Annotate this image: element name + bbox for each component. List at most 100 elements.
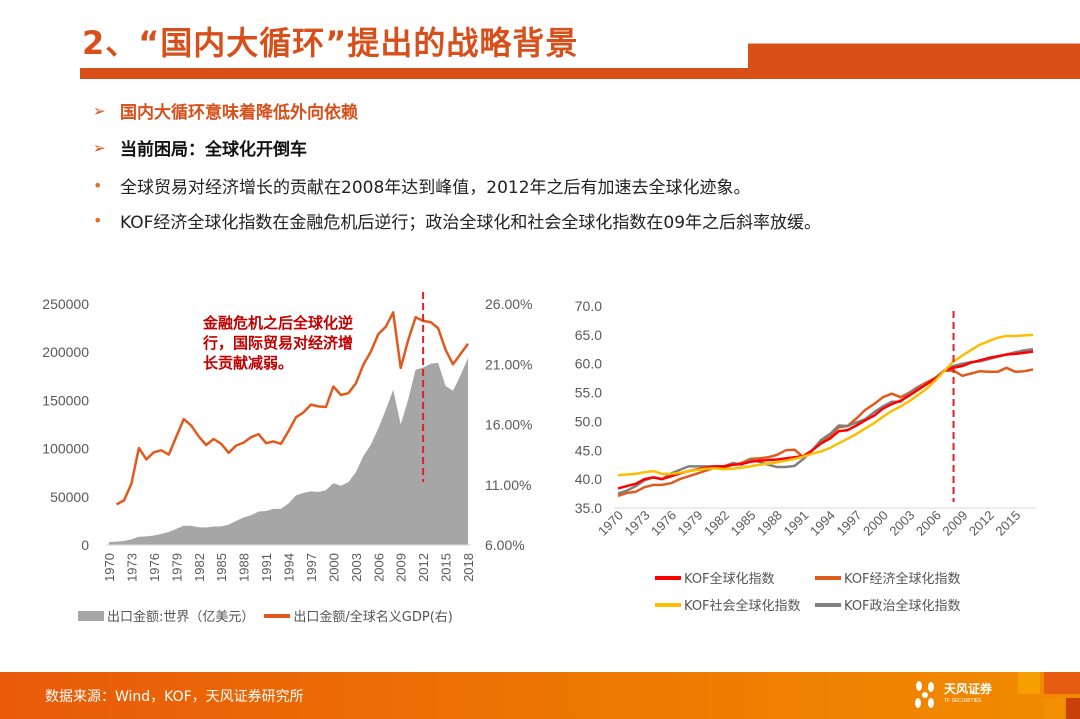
dot-bullet-icon: • bbox=[93, 176, 103, 195]
y-tick-label: 40.0 bbox=[575, 471, 602, 487]
y-tick-label: 70.0 bbox=[575, 298, 602, 314]
bullet-2: ➢ 当前困局：全球化开倒车 bbox=[93, 135, 307, 161]
legend-swatch-line bbox=[815, 575, 841, 580]
x-tick-label: 2009 bbox=[394, 553, 409, 582]
y-left-tick-label: 100000 bbox=[42, 441, 89, 457]
x-tick-label: 2000 bbox=[326, 553, 341, 582]
x-tick-label: 2015 bbox=[439, 553, 454, 582]
flower-logo-icon bbox=[915, 681, 934, 708]
legend-label: 出口金额/全球名义GDP(右) bbox=[293, 610, 453, 625]
company-logo: 天风证券 TF SECURITIES bbox=[912, 680, 992, 710]
x-tick-label: 2012 bbox=[966, 508, 997, 539]
bullet-text: KOF经济全球化指数在金融危机后逆行；政治全球化和社会全球化指数在09年之后斜率… bbox=[120, 213, 822, 233]
y-left-tick-label: 150000 bbox=[42, 392, 89, 408]
chart-annotation: 金融危机之后全球化逆行，国际贸易对经济增长贡献减弱。 bbox=[203, 314, 354, 372]
bullet-text: 当前困局：全球化开倒车 bbox=[120, 140, 307, 160]
legend-right-item-2: KOF经济全球化指数 bbox=[815, 568, 961, 587]
title-decor-bar bbox=[748, 43, 1080, 69]
y-tick-label: 60.0 bbox=[575, 356, 602, 372]
x-tick-label: 1985 bbox=[214, 553, 229, 582]
logo-text: 天风证券 bbox=[944, 682, 993, 696]
y-tick-label: 50.0 bbox=[575, 413, 602, 429]
x-tick-label: 1973 bbox=[124, 553, 139, 582]
x-tick-label: 2018 bbox=[461, 553, 476, 582]
arrow-bullet-icon: ➢ bbox=[93, 101, 106, 120]
title-underline-bar bbox=[80, 68, 1080, 79]
legend-left-chart: 出口金额:世界（亿美元） 出口金额/全球名义GDP(右) bbox=[78, 606, 453, 625]
y-tick-label: 35.0 bbox=[575, 500, 602, 516]
x-tick-label: 2006 bbox=[371, 553, 386, 582]
x-tick-label: 1970 bbox=[102, 553, 117, 582]
x-tick-label: 1994 bbox=[807, 508, 838, 539]
legend-label: KOF政治全球化指数 bbox=[844, 599, 961, 614]
y-right-tick-label: 6.00% bbox=[485, 537, 525, 553]
footer-bar: 数据来源：Wind，KOF，天风证券研究所 天风证券 TF SECURITIES bbox=[0, 672, 1080, 719]
legend-swatch-line bbox=[264, 613, 291, 618]
x-tick-label: 1994 bbox=[282, 553, 297, 582]
y-right-tick-label: 11.00% bbox=[485, 477, 531, 493]
logo-subtext: TF SECURITIES bbox=[944, 698, 982, 704]
bullet-text: 国内大循环意味着降低外向依赖 bbox=[120, 103, 358, 123]
x-tick-label: 1982 bbox=[192, 553, 207, 582]
legend-swatch-area bbox=[78, 610, 104, 621]
decor-square bbox=[1018, 672, 1040, 694]
legend-swatch-line bbox=[655, 602, 681, 607]
series-line-4 bbox=[617, 348, 1034, 495]
y-left-tick-label: 50000 bbox=[50, 489, 89, 505]
x-tick-label: 1988 bbox=[237, 553, 252, 582]
x-tick-label: 1997 bbox=[304, 553, 319, 582]
x-tick-label: 1991 bbox=[259, 553, 274, 582]
x-tick-label: 1991 bbox=[780, 508, 811, 539]
bullet-3: • 全球贸易对经济增长的贡献在2008年达到峰值，2012年之后有加速去全球化迹象… bbox=[93, 173, 751, 198]
x-tick-label: 1976 bbox=[648, 508, 679, 539]
legend-swatch-line bbox=[815, 602, 841, 607]
x-tick-label: 1988 bbox=[754, 508, 785, 539]
legend-right-item-1: KOF全球化指数 bbox=[655, 568, 775, 587]
decor-square bbox=[1044, 698, 1064, 719]
page-title: 2、“国内大循环”提出的战略背景 bbox=[82, 24, 579, 62]
y-right-tick-label: 21.00% bbox=[485, 356, 532, 372]
y-right-tick-label: 16.00% bbox=[485, 417, 532, 433]
legend-label: KOF经济全球化指数 bbox=[844, 572, 961, 587]
y-right-tick-label: 26.00% bbox=[485, 296, 532, 312]
arrow-bullet-icon: ➢ bbox=[93, 138, 106, 157]
bullet-1: ➢ 国内大循环意味着降低外向依赖 bbox=[93, 98, 358, 124]
x-tick-label: 1976 bbox=[147, 553, 162, 582]
decor-square bbox=[1066, 698, 1080, 719]
x-tick-label: 1985 bbox=[728, 508, 759, 539]
x-tick-label: 1979 bbox=[675, 508, 706, 539]
export-gdp-ratio-line bbox=[115, 311, 470, 506]
y-tick-label: 55.0 bbox=[575, 385, 602, 401]
x-tick-label: 1973 bbox=[622, 508, 653, 539]
x-tick-label: 1982 bbox=[701, 508, 732, 539]
bullet-4: • KOF经济全球化指数在金融危机后逆行；政治全球化和社会全球化指数在09年之后斜… bbox=[93, 208, 821, 233]
bullet-text: 全球贸易对经济增长的贡献在2008年达到峰值，2012年之后有加速去全球化迹象。 bbox=[120, 178, 751, 198]
x-tick-label: 2003 bbox=[886, 508, 917, 539]
legend-swatch-line bbox=[655, 575, 681, 580]
decor-square bbox=[1044, 672, 1080, 694]
y-left-tick-label: 250000 bbox=[42, 296, 89, 312]
x-tick-label: 1997 bbox=[833, 508, 864, 539]
data-source: 数据来源：Wind，KOF，天风证券研究所 bbox=[45, 689, 304, 705]
y-tick-label: 45.0 bbox=[575, 442, 602, 458]
export-value-area bbox=[109, 358, 468, 545]
x-tick-label: 1979 bbox=[169, 553, 184, 582]
y-left-tick-label: 200000 bbox=[42, 344, 89, 360]
x-tick-label: 2015 bbox=[992, 508, 1023, 539]
y-tick-label: 65.0 bbox=[575, 327, 602, 343]
legend-label: KOF全球化指数 bbox=[684, 572, 775, 587]
x-tick-label: 2003 bbox=[349, 553, 364, 582]
y-left-tick-label: 0 bbox=[81, 537, 89, 553]
dot-bullet-icon: • bbox=[93, 211, 103, 230]
series-line-3 bbox=[617, 333, 1034, 477]
series-line-2 bbox=[617, 366, 1034, 498]
legend-label: 出口金额:世界（亿美元） bbox=[107, 610, 255, 625]
x-tick-label: 2012 bbox=[416, 553, 431, 582]
series-line-1 bbox=[617, 350, 1034, 490]
legend-label: KOF社会全球化指数 bbox=[684, 599, 801, 614]
legend-right-item-4: KOF政治全球化指数 bbox=[815, 595, 961, 614]
legend-right-item-3: KOF社会全球化指数 bbox=[655, 595, 801, 614]
x-tick-label: 2009 bbox=[939, 508, 970, 539]
x-tick-label: 2006 bbox=[913, 508, 944, 539]
